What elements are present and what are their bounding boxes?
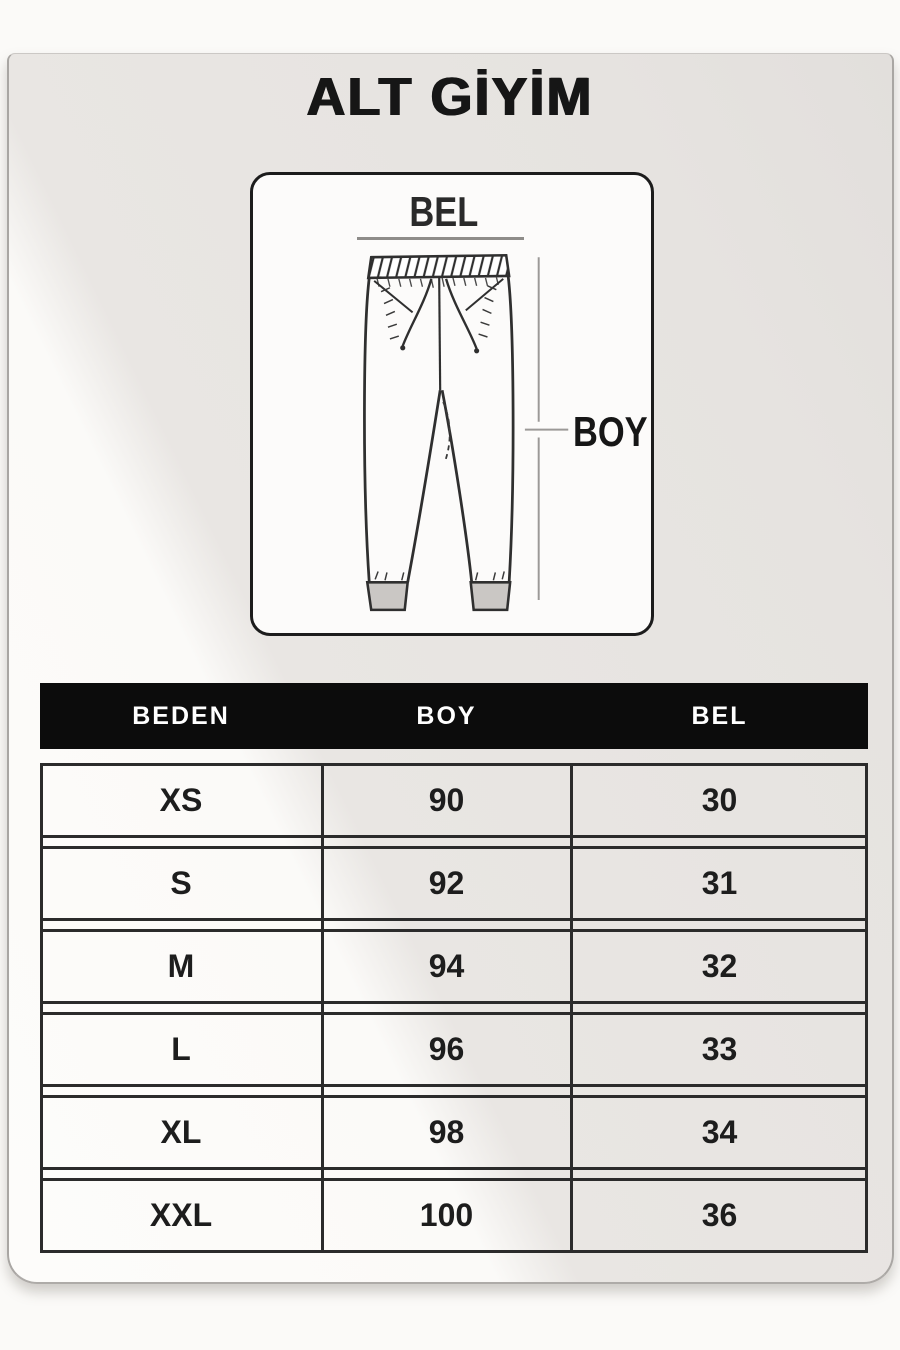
boy-cell: 94 <box>428 948 465 984</box>
size-cell: XXL <box>149 1197 213 1233</box>
page-title: ALT GİYİM <box>306 67 594 127</box>
boy-cell: 96 <box>428 1031 465 1067</box>
row-xs: XS 90 30 <box>40 763 868 838</box>
bel-cell: 36 <box>701 1197 738 1233</box>
boy-cell: 98 <box>428 1114 465 1150</box>
row-xl: XL 98 34 <box>40 1095 868 1170</box>
column-divider-1 <box>321 763 324 1253</box>
jogger-pants-line-art <box>363 253 569 612</box>
bel-cell: 31 <box>701 865 738 901</box>
size-table-body: XS 90 30 S 92 31 M 94 32 L 96 33 XL 98 3… <box>40 763 868 1253</box>
boy-cell: 92 <box>428 865 465 901</box>
size-cell: XL <box>160 1114 202 1150</box>
size-cell: L <box>171 1031 191 1067</box>
row-l: L 96 33 <box>40 1012 868 1087</box>
bel-cell: 33 <box>701 1031 738 1067</box>
table-border-right <box>865 763 868 1253</box>
size-table-header: BEDEN BOY BEL <box>40 683 868 749</box>
boy-cell: 90 <box>428 782 465 818</box>
length-measure-label: BOY <box>573 408 648 455</box>
bel-cell: 34 <box>701 1114 738 1150</box>
size-table: BEDEN BOY BEL XS 90 30 S 92 31 M 94 32 L… <box>40 683 868 1261</box>
row-xxl: XXL 100 36 <box>40 1178 868 1253</box>
waist-measure-label: BEL <box>409 188 479 235</box>
table-border-left <box>40 763 43 1253</box>
header-beden: BEDEN <box>132 701 230 730</box>
row-s: S 92 31 <box>40 846 868 921</box>
size-cell: S <box>170 865 192 901</box>
waist-measure-line <box>357 237 524 240</box>
bel-cell: 30 <box>701 782 738 818</box>
bel-cell: 32 <box>701 948 738 984</box>
header-boy: BOY <box>416 701 477 730</box>
header-bel: BEL <box>691 701 748 730</box>
size-cell: XS <box>159 782 203 818</box>
pants-measurement-diagram: BEL <box>250 172 654 636</box>
boy-cell: 100 <box>419 1197 474 1233</box>
column-divider-2 <box>570 763 573 1253</box>
row-m: M 94 32 <box>40 929 868 1004</box>
size-cell: M <box>167 948 195 984</box>
